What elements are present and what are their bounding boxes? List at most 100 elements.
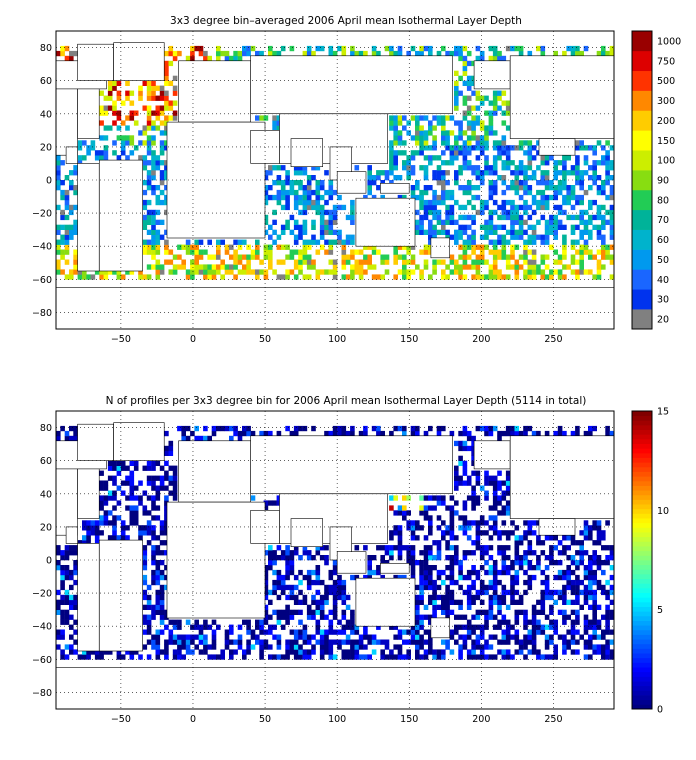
heatmap-cell: [583, 249, 589, 255]
heatmap-cell: [302, 194, 308, 201]
heatmap-cell: [445, 505, 450, 511]
heatmap-cell: [302, 219, 308, 225]
heatmap-cell: [99, 470, 104, 476]
heatmap-cell: [146, 525, 152, 531]
heatmap-cell: [64, 45, 70, 52]
heatmap-cell: [497, 150, 502, 156]
heatmap-cell: [562, 569, 567, 576]
heatmap-cell: [492, 100, 498, 106]
heatmap-cell: [441, 609, 446, 615]
heatmap-cell: [60, 189, 65, 196]
heatmap-cell: [449, 569, 455, 576]
heatmap-cell: [583, 569, 589, 576]
heatmap-cell: [492, 274, 498, 280]
heatmap-cell: [510, 145, 515, 151]
heatmap-cell: [505, 505, 511, 511]
heatmap-cell: [151, 80, 156, 86]
heatmap-cell: [596, 160, 602, 166]
heatmap-cell: [505, 654, 511, 660]
y-tick-label: 60: [40, 76, 52, 87]
heatmap-cell: [484, 229, 489, 235]
heatmap-cell: [497, 604, 502, 610]
heatmap-cell: [263, 500, 269, 506]
heatmap-cell: [588, 219, 593, 225]
heatmap-cell: [523, 269, 528, 275]
colorbar-swatch: [632, 309, 652, 330]
heatmap-cell: [549, 274, 554, 280]
land-mass: [250, 435, 453, 494]
heatmap-cell: [605, 560, 610, 566]
heatmap-cell: [428, 204, 433, 211]
heatmap-cell: [393, 425, 398, 432]
heatmap-cell: [194, 634, 199, 640]
heatmap-cell: [540, 589, 546, 596]
heatmap-cell: [462, 249, 468, 255]
heatmap-cell: [159, 120, 165, 126]
heatmap-cell: [518, 50, 524, 57]
heatmap-cell: [566, 155, 571, 161]
heatmap-cell: [324, 199, 329, 206]
heatmap-cell: [475, 500, 481, 506]
heatmap-cell: [280, 229, 286, 235]
heatmap-cell: [423, 515, 429, 521]
heatmap-cell: [449, 629, 455, 635]
heatmap-cell: [575, 574, 580, 581]
heatmap-cell: [484, 224, 489, 230]
heatmap-cell: [562, 274, 567, 280]
heatmap-cell: [146, 209, 152, 216]
heatmap-cell: [125, 140, 130, 146]
heatmap-cell: [501, 594, 507, 601]
heatmap-cell: [514, 540, 520, 546]
heatmap-cell: [138, 654, 143, 660]
heatmap-cell: [151, 150, 156, 156]
heatmap-cell: [211, 430, 217, 437]
heatmap-cell: [588, 604, 593, 610]
heatmap-cell: [544, 185, 550, 191]
heatmap-cell: [146, 510, 152, 516]
heatmap-cell: [458, 185, 463, 191]
y-tick-label: −60: [32, 275, 52, 286]
heatmap-cell: [350, 219, 355, 225]
heatmap-cell: [276, 430, 282, 437]
heatmap-cell: [514, 175, 520, 181]
heatmap-cell: [449, 495, 455, 501]
heatmap-cell: [514, 545, 520, 551]
heatmap-cell: [575, 165, 580, 171]
heatmap-cell: [596, 175, 602, 181]
heatmap-cell: [497, 619, 502, 625]
heatmap-cell: [172, 654, 178, 660]
heatmap-cell: [319, 654, 325, 660]
heatmap-cell: [324, 229, 329, 235]
heatmap-cell: [419, 199, 424, 206]
heatmap-cell: [466, 160, 472, 166]
heatmap-cell: [557, 425, 563, 432]
heatmap-cell: [393, 530, 398, 536]
heatmap-cell: [354, 649, 360, 655]
heatmap-cell: [488, 214, 494, 221]
heatmap-cell: [428, 160, 433, 166]
colorbar-swatch: [632, 415, 652, 421]
heatmap-cell: [432, 565, 437, 571]
heatmap-cell: [211, 425, 217, 432]
heatmap-cell: [302, 244, 308, 250]
heatmap-cell: [207, 435, 212, 442]
heatmap-cell: [479, 100, 485, 106]
heatmap-cell: [242, 430, 247, 437]
heatmap-cell: [553, 229, 558, 235]
colorbar-swatch: [632, 170, 652, 191]
heatmap-cell: [523, 520, 528, 526]
heatmap-cell: [190, 50, 195, 57]
heatmap-cell: [540, 550, 546, 556]
heatmap-cell: [354, 269, 360, 275]
heatmap-cell: [302, 224, 308, 230]
heatmap-cell: [436, 594, 442, 601]
heatmap-cell: [562, 584, 567, 591]
heatmap-cell: [311, 239, 316, 245]
heatmap-cell: [428, 525, 433, 531]
heatmap-cell: [229, 639, 234, 645]
heatmap-cell: [410, 624, 416, 630]
heatmap-cell: [60, 654, 65, 660]
heatmap-cell: [583, 155, 589, 161]
heatmap-cell: [293, 654, 299, 660]
heatmap-cell: [596, 50, 602, 57]
